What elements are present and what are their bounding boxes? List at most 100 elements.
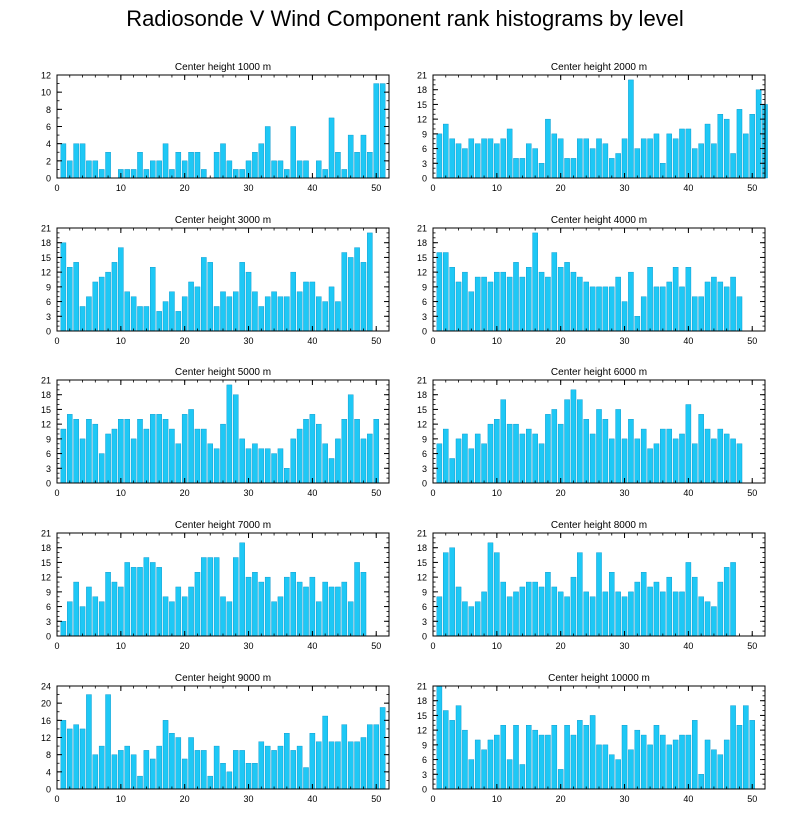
histogram-bar xyxy=(194,572,201,637)
histogram-bar xyxy=(526,581,532,637)
histogram-bar xyxy=(653,725,660,790)
panel-title: Center height 4000 m xyxy=(551,215,647,226)
histogram-bar xyxy=(367,152,373,179)
histogram-bar xyxy=(526,725,532,790)
y-tick-label: 0 xyxy=(46,785,51,795)
histogram-bar xyxy=(239,169,245,179)
histogram-bar xyxy=(156,745,162,790)
x-tick-label: 10 xyxy=(492,641,502,651)
histogram-bar xyxy=(239,438,245,484)
histogram-bar xyxy=(711,143,717,179)
histogram-bar xyxy=(436,685,443,790)
histogram-bar xyxy=(615,409,621,484)
histogram-bar xyxy=(303,281,309,332)
x-tick-label: 40 xyxy=(307,488,317,498)
x-tick-label: 50 xyxy=(747,794,757,804)
y-tick-label: 9 xyxy=(422,129,427,139)
histogram-bar xyxy=(481,749,487,790)
histogram-bar xyxy=(73,419,79,484)
panel-title: Center height 9000 m xyxy=(175,673,271,684)
x-tick-label: 10 xyxy=(116,641,126,651)
histogram-bar xyxy=(213,557,220,637)
x-tick-label: 50 xyxy=(747,488,757,498)
y-tick-label: 0 xyxy=(422,174,427,184)
y-tick-label: 12 xyxy=(417,115,427,125)
histogram-bar xyxy=(92,423,99,484)
histogram-bar xyxy=(449,547,455,637)
histogram-bar xyxy=(150,160,156,179)
y-tick-label: 12 xyxy=(41,71,51,81)
histogram-bar xyxy=(79,143,86,179)
x-tick-label: 40 xyxy=(307,336,317,346)
histogram-panel: Center height 2000 m 0 3 6 9 12 15 18 21 0 10 20 30 4… xyxy=(417,62,768,193)
histogram-bar xyxy=(284,576,290,637)
histogram-bar xyxy=(506,596,513,637)
histogram-bar xyxy=(513,158,519,179)
x-tick-label: 50 xyxy=(371,488,381,498)
histogram-bar xyxy=(609,438,615,484)
histogram-bar xyxy=(239,750,245,790)
histogram-bar xyxy=(577,720,583,790)
histogram-bar xyxy=(685,404,692,484)
histogram-bar xyxy=(653,133,660,179)
histogram-bar xyxy=(194,286,201,332)
histogram-bar xyxy=(666,428,672,484)
histogram-bar xyxy=(105,433,111,484)
histogram-bar xyxy=(169,291,175,332)
histogram-bar xyxy=(500,581,506,637)
panel-title: Center height 7000 m xyxy=(175,520,271,531)
histogram-bar xyxy=(513,423,519,484)
histogram-bar xyxy=(86,419,92,484)
y-tick-label: 18 xyxy=(417,85,427,95)
histogram-bar xyxy=(296,745,303,790)
y-tick-label: 12 xyxy=(417,573,427,583)
histogram-bar xyxy=(487,281,494,332)
histogram-bar xyxy=(296,160,303,179)
x-tick-label: 40 xyxy=(683,336,693,346)
histogram-bar xyxy=(124,745,130,790)
histogram-bar xyxy=(462,433,468,484)
histogram-bar xyxy=(519,158,526,179)
histogram-bar xyxy=(252,291,258,332)
histogram-bar xyxy=(672,591,679,637)
x-tick-label: 0 xyxy=(430,794,435,804)
histogram-bar xyxy=(634,581,641,637)
histogram-bar xyxy=(309,576,316,637)
histogram-bar xyxy=(532,148,538,179)
histogram-bar xyxy=(67,160,73,179)
histogram-bar xyxy=(328,586,335,637)
histogram-bar xyxy=(609,754,615,790)
histogram-panel: Center height 5000 m 0 3 6 9 12 15 18 21 0 10 20 30 4… xyxy=(41,367,390,498)
x-tick-label: 20 xyxy=(556,336,566,346)
histogram-bar xyxy=(341,724,348,790)
x-tick-label: 40 xyxy=(683,794,693,804)
histogram-bar xyxy=(98,276,105,332)
y-tick-label: 0 xyxy=(422,327,427,337)
histogram-bar xyxy=(621,138,628,179)
histogram-bar xyxy=(277,160,284,179)
x-tick-label: 20 xyxy=(180,488,190,498)
histogram-bar xyxy=(685,734,692,790)
y-tick-label: 8 xyxy=(46,750,51,760)
histogram-bar xyxy=(640,428,647,484)
histogram-bar xyxy=(111,428,118,484)
histogram-bar xyxy=(111,581,118,637)
histogram-bar xyxy=(264,296,271,332)
histogram-bar xyxy=(277,596,284,637)
histogram-bar xyxy=(316,741,322,790)
histogram-bar xyxy=(474,276,481,332)
histogram-bar xyxy=(551,725,558,790)
histogram-bar xyxy=(730,438,736,484)
histogram-bar xyxy=(647,586,653,637)
y-tick-label: 3 xyxy=(46,617,51,627)
histogram-bar xyxy=(519,433,526,484)
histogram-bar xyxy=(596,138,602,179)
histogram-panel: Center height 8000 m 0 3 6 9 12 15 18 21 0 10 20 30 4… xyxy=(417,520,766,651)
histogram-bar xyxy=(271,160,277,179)
histogram-bar xyxy=(443,252,449,332)
x-tick-label: 50 xyxy=(371,336,381,346)
histogram-bar xyxy=(92,281,99,332)
histogram-bar xyxy=(609,572,615,637)
histogram-bar xyxy=(226,601,233,637)
histogram-bar xyxy=(634,438,641,484)
